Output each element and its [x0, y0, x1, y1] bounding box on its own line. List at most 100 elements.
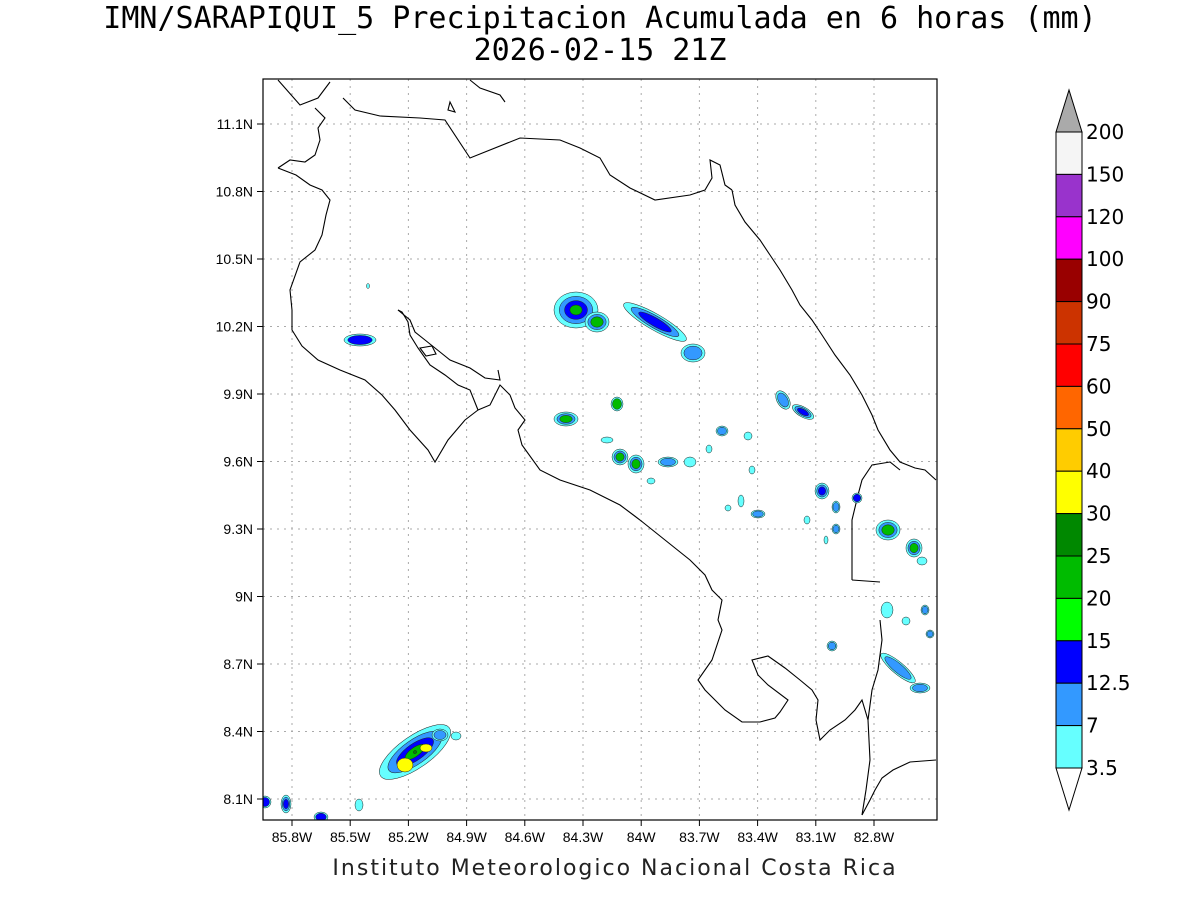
- rain-cell: [584, 311, 610, 333]
- rain-cell: [905, 538, 923, 558]
- legend-label: 30: [1086, 502, 1111, 526]
- rain-cell: [748, 465, 756, 475]
- rain-cell: [880, 601, 894, 619]
- legend-color-swatch: [1055, 216, 1083, 260]
- legend-color-swatch: [1055, 597, 1083, 642]
- latitude-tick-label: 9.9N: [223, 386, 253, 402]
- legend-underflow-arrow: [1055, 767, 1083, 812]
- longitude-tick-label: 85.8W: [272, 829, 313, 845]
- legend-color-swatch: [1055, 470, 1083, 515]
- legend-color-swatch: [1055, 258, 1083, 303]
- longitude-tick-label: 84.6W: [505, 829, 546, 845]
- legend-label: 50: [1086, 417, 1111, 441]
- rain-cell: [611, 448, 629, 466]
- legend-color-swatch: [1055, 385, 1083, 430]
- rain-cell: [553, 411, 579, 427]
- latitude-tick-label: 9.6N: [223, 454, 253, 470]
- longitude-tick-label: 84.9W: [446, 829, 487, 845]
- rain-cell: [909, 682, 931, 694]
- rain-cell: [354, 798, 364, 812]
- rain-cell: [750, 509, 766, 519]
- longitude-tick-label: 83.1W: [796, 829, 837, 845]
- rain-cell: [743, 431, 753, 441]
- legend-label: 75: [1086, 332, 1111, 356]
- precipitation-legend: 200 150 120 100 90 75 60 50 40 30 25 20 15 12.5 7 3.5: [1055, 88, 1131, 812]
- latitude-tick-label: 9N: [235, 589, 253, 605]
- legend-label: 60: [1086, 374, 1111, 398]
- rain-cell: [775, 390, 791, 410]
- rain-cell: [737, 494, 745, 508]
- rain-cell: [925, 629, 935, 639]
- latitude-tick-label: 8.7N: [223, 656, 253, 672]
- latitude-tick-label: 8.4N: [223, 724, 253, 740]
- map-frame: [262, 78, 938, 821]
- rain-cell: [657, 456, 679, 468]
- coastline: [277, 79, 937, 816]
- rain-cell: [553, 291, 599, 329]
- rain-cell: [600, 436, 614, 444]
- institution-credit: Instituto Meteorologico Nacional Costa R…: [332, 856, 898, 881]
- longitude-tick-label: 83.7W: [679, 829, 720, 845]
- legend-color-swatch: [1055, 173, 1083, 218]
- rain-cell: [814, 482, 830, 500]
- rain-cell: [724, 504, 732, 512]
- rain-cell: [343, 333, 377, 347]
- rain-cell: [920, 604, 930, 616]
- legend-label: 150: [1086, 162, 1124, 186]
- rain-cell: [419, 743, 433, 753]
- rain-cell: [379, 724, 451, 780]
- legend-color-swatch: [1055, 555, 1083, 599]
- rain-cell: [610, 396, 624, 412]
- rain-cell: [646, 477, 656, 485]
- rain-cell: [875, 519, 901, 541]
- legend-overflow-arrow: [1055, 88, 1083, 133]
- rain-cell: [901, 616, 911, 626]
- legend-color-swatch: [1055, 640, 1083, 684]
- rain-cell: [623, 302, 687, 342]
- rain-cell: [826, 640, 838, 652]
- longitude-axis: 85.8W 85.5W 85.2W 84.9W 84.6W 84.3W 84W 83.7W 83…: [272, 820, 895, 845]
- rain-cell: [680, 343, 706, 363]
- legend-color-swatch: [1055, 682, 1083, 727]
- map-title: IMN/SARAPIQUI_5 Precipitacion Acumulada …: [103, 1, 1097, 36]
- longitude-tick-label: 85.2W: [388, 829, 429, 845]
- legend-color-swatch: [1055, 428, 1083, 472]
- legend-label: 100: [1086, 247, 1124, 271]
- longitude-tick-label: 85.5W: [330, 829, 371, 845]
- legend-color-swatch: [1055, 513, 1083, 557]
- latitude-tick-label: 9.3N: [223, 521, 253, 537]
- legend-label: 20: [1086, 586, 1111, 610]
- rain-cell: [683, 456, 697, 468]
- rain-cell: [851, 492, 863, 504]
- rain-cell: [431, 728, 449, 742]
- rain-cell: [313, 811, 329, 820]
- latitude-tick-label: 11.1N: [217, 116, 253, 132]
- precipitation-cells: [263, 283, 935, 820]
- longitude-tick-label: 84.3W: [563, 829, 604, 845]
- rain-cell: [366, 283, 370, 289]
- legend-color-swatch: [1055, 301, 1083, 345]
- rain-cell: [396, 757, 414, 773]
- latitude-tick-label: 10.5N: [216, 251, 253, 267]
- legend-label: 120: [1086, 205, 1124, 229]
- legend-label: 7: [1086, 714, 1099, 738]
- legend-label: 15: [1086, 629, 1111, 653]
- map-gridlines: [263, 79, 937, 820]
- rain-cell: [831, 500, 841, 514]
- rain-cell: [450, 731, 462, 741]
- latitude-tick-label: 10.8N: [216, 184, 253, 200]
- rain-cell: [280, 794, 292, 814]
- legend-label: 40: [1086, 459, 1111, 483]
- legend-label: 12.5: [1086, 671, 1131, 695]
- map-subtitle: 2026-02-15 21Z: [473, 33, 727, 68]
- rain-cell: [823, 535, 829, 545]
- rain-cell: [715, 425, 729, 437]
- latitude-tick-label: 8.1N: [223, 791, 253, 807]
- rain-cell: [831, 523, 841, 535]
- longitude-tick-label: 84W: [627, 829, 657, 845]
- rain-cell: [916, 556, 928, 566]
- rain-cell: [627, 454, 645, 474]
- legend-label: 25: [1086, 544, 1111, 568]
- legend-label: 90: [1086, 290, 1111, 314]
